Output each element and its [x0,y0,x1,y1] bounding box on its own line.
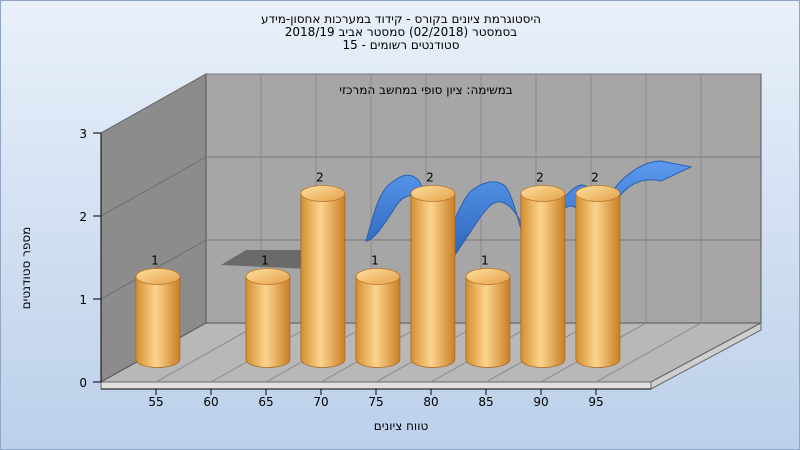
grid-line-left [100,73,207,134]
bar [245,268,291,368]
y-axis-label: מספר סטודנטים [19,226,33,310]
y-tick-label: 3 [79,127,87,141]
x-tick-label: 85 [478,395,493,409]
x-tick-label: 95 [588,395,603,409]
bar-value-label: 2 [591,170,599,184]
x-tick-label: 90 [533,395,548,409]
y-tick-label: 1 [79,293,87,307]
bar-body [135,276,181,368]
bar-body [245,276,291,368]
bar-top [135,268,181,285]
bar-value-label: 1 [261,253,269,267]
bar [410,185,456,368]
floor-line [155,322,262,383]
x-tick-label: 65 [258,395,273,409]
bar-value-label: 1 [371,253,379,267]
x-tick-label: 60 [203,395,218,409]
chart-annotation: במשימה: ציון סופי במחשב המרכזי [339,83,513,97]
x-tick-label: 80 [423,395,438,409]
bar-body [300,193,346,368]
grid-line-left [100,156,207,217]
data-labels: 1 1 2 1 2 1 2 2 [151,170,599,267]
x-axis-label: טווח ציונים [373,419,429,433]
bar [520,185,566,368]
bar-top [465,268,511,285]
bar-body [410,193,456,368]
bar [575,185,621,368]
floor-line [595,322,702,383]
bar-value-label: 2 [536,170,544,184]
floor-edge [100,381,652,390]
y-axis-ticks: 0 1 2 3 [79,127,102,390]
bar-body [465,276,511,368]
bar-body [520,193,566,368]
x-tick-label: 55 [148,395,163,409]
bar-top [245,268,291,285]
bar-top [520,185,566,202]
bar-body [355,276,401,368]
bar-value-label: 2 [316,170,324,184]
bar [465,268,511,368]
x-tick-label: 75 [368,395,383,409]
bar [355,268,401,368]
bar-value-label: 1 [481,253,489,267]
grey-marker [221,250,326,269]
bar-top [410,185,456,202]
chart-title-line-1: היסטוגרמת ציונים בקורס - קידוד במערכות א… [261,12,541,26]
bar [300,185,346,368]
bar-value-label: 2 [426,170,434,184]
floor-side-edge [650,322,762,390]
bars [135,185,621,368]
bar-body [575,193,621,368]
bar-top [575,185,621,202]
bar-top [300,185,346,202]
x-axis-ticks: 55 60 65 70 75 80 85 90 95 [101,388,651,409]
chart-title-line-3: סטודנטים רשומים - 15 [342,38,460,52]
bar-top [355,268,401,285]
bar-value-label: 1 [151,253,159,267]
chart-title-line-2: בסמסטר (02/2018) סמסטר אביב 2018/19 [284,25,518,39]
x-tick-label: 70 [313,395,328,409]
y-tick-label: 0 [79,376,87,390]
y-tick-label: 2 [79,210,87,224]
bar [135,268,181,368]
